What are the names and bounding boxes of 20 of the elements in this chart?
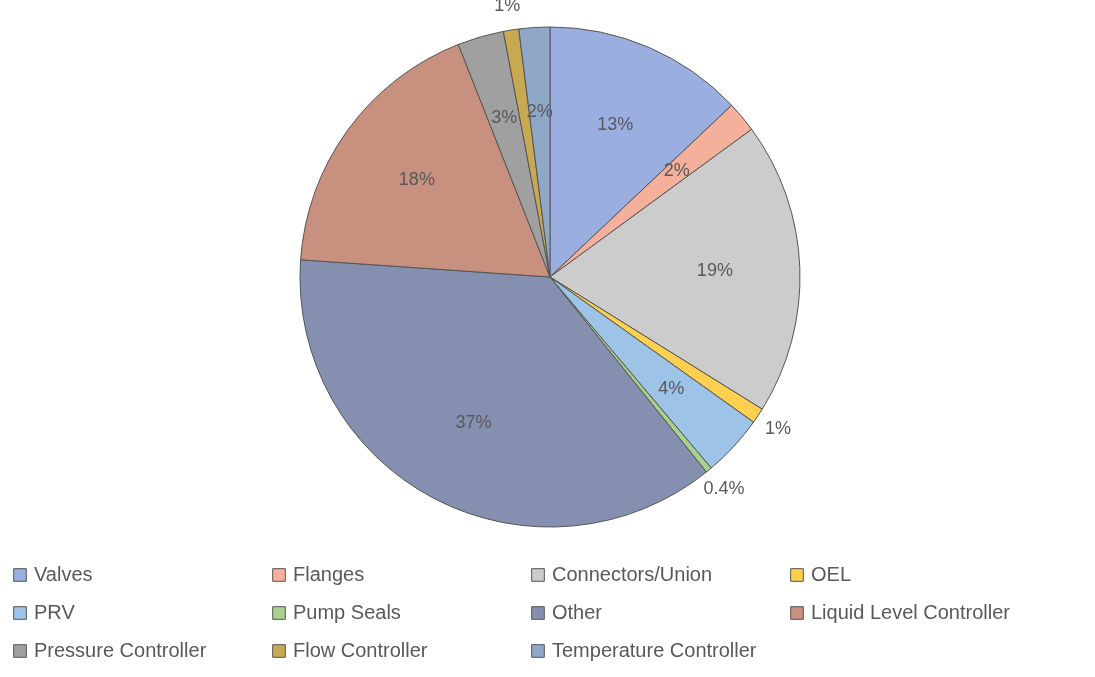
data-label: 0.4% (703, 477, 745, 498)
data-label: 13% (597, 114, 634, 135)
legend-label: Connectors/Union (552, 563, 713, 585)
legend-label: Other (552, 601, 603, 623)
legend-label: Flow Controller (293, 639, 428, 661)
legend-label: PRV (34, 601, 76, 623)
data-label: 37% (455, 412, 492, 433)
legend-label: OEL (811, 563, 852, 585)
data-label: 1% (764, 418, 791, 439)
legend-label: Liquid Level Controller (811, 601, 1011, 623)
legend-label: Pump Seals (293, 601, 401, 623)
data-label: 19% (696, 259, 733, 280)
data-label: 3% (491, 107, 518, 128)
legend-label: Temperature Controller (552, 639, 757, 661)
data-label: 18% (398, 168, 435, 189)
data-label: 4% (658, 377, 685, 398)
legend-label: Valves (34, 563, 93, 585)
data-label: 2% (663, 160, 690, 181)
legend-label: Flanges (293, 563, 365, 585)
legend-label: Pressure Controller (34, 639, 207, 661)
